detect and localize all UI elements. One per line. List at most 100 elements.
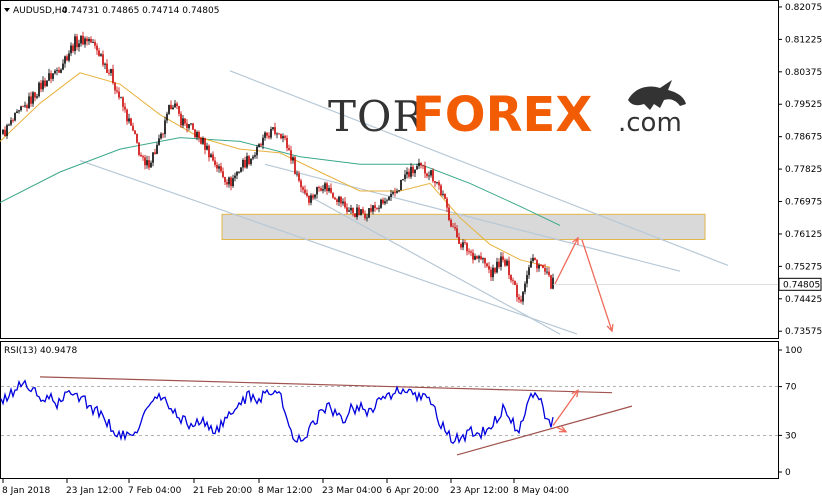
candle-body [112,69,114,84]
rsi-title: RSI(13) 40.9478 [4,346,77,356]
candle-body [84,38,86,45]
channel-line-2 [264,163,681,272]
candle-body [260,144,262,146]
candle-body [436,182,438,183]
candle-body [414,169,416,174]
candle-body [530,261,532,268]
candle-body [316,187,318,195]
candle-body [124,106,126,110]
candle-body [424,165,426,174]
symbol-header: AUDUSD,H4 0.74731 0.74865 0.74714 0.7480… [4,6,219,16]
candle-body [402,179,404,180]
candle-body [334,197,336,200]
candle-body [366,217,368,219]
rsi-forecast-arrow-small [555,426,567,433]
candle-body [262,137,264,146]
candle-body [444,194,446,199]
candle-body [228,177,230,185]
candle-body [92,42,94,43]
candle-body [134,130,136,134]
candle-body [310,195,312,203]
candle-body [166,113,168,121]
candle-body [128,118,130,122]
candle-body [470,251,472,253]
dropdown-triangle-icon[interactable] [4,8,10,12]
candle-body [114,83,116,91]
candle-body [320,188,322,191]
price-tick-label: 0.73575 [785,327,822,337]
candle-body [302,187,304,190]
candle-body [288,148,290,151]
candle-body [186,123,188,129]
candle-body [332,192,334,198]
rsi-tick-label: 70 [785,383,797,393]
candle-body [534,257,536,261]
candle-body [16,111,18,113]
candle-body [28,96,30,108]
candle-body [150,162,152,168]
candle-body [96,45,98,51]
candle-body [202,137,204,144]
candle-body [520,299,522,302]
time-tick-label: 7 Feb 04:00 [128,486,182,496]
candle-body [474,256,476,260]
candle-body [26,105,28,108]
candle-body [10,120,12,125]
candle-body [322,189,324,191]
candle-body [494,267,496,273]
candle-body [528,267,530,276]
candle-body [292,157,294,161]
candle-body [164,120,166,134]
candle-body [168,104,170,114]
candle-body [448,207,450,220]
candle-body [34,92,36,98]
candle-body [46,80,48,87]
candle-body [232,178,234,187]
candle-body [404,174,406,179]
candle-body [192,123,194,130]
candle-body [130,118,132,126]
candle-body [108,72,110,74]
candle-body [340,196,342,204]
candle-body [418,163,420,167]
time-tick-label: 8 May 04:00 [513,486,569,496]
candle-body [360,209,362,215]
candle-body [430,170,432,176]
candle-body [408,171,410,177]
price-tick-label: 0.80375 [785,68,822,78]
candle-body [338,196,340,203]
rsi-panel-frame [0,341,779,479]
candle-body [356,207,358,217]
candle-body [12,120,14,121]
candle-body [194,129,196,138]
candle-body [452,226,454,228]
candle-body [344,201,346,208]
candle-body [236,171,238,176]
candle-body [48,73,50,81]
candle-body [422,165,424,167]
candle-body [178,106,180,114]
candle-body [172,107,174,110]
candle-body [204,137,206,150]
candle-body [184,118,186,124]
candle-body [290,150,292,161]
candle-body [504,259,506,266]
candle-body [274,127,276,134]
candle-body [44,80,46,87]
candle-body [352,207,354,214]
rsi-trendline-lower [456,405,633,456]
candle-body [230,177,232,187]
candle-body [326,183,328,192]
candle-body [476,256,478,259]
candle-body [428,175,430,177]
candle-body [314,194,316,198]
candle-body [220,166,222,172]
candle-body [442,194,444,195]
price-tick-label: 0.77825 [785,165,822,175]
candle-body [328,188,330,192]
candle-body [372,205,374,212]
candle-body [336,199,338,202]
candle-body [312,195,314,198]
candle-body [238,171,240,173]
candle-body [176,103,178,106]
